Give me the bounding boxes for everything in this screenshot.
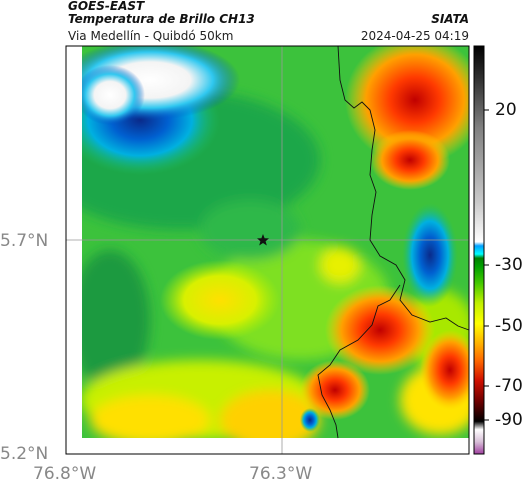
map-frame xyxy=(65,45,470,455)
timestamp-label: 2024-04-25 04:19 xyxy=(360,29,469,43)
colorbar-tick-label: -70 xyxy=(495,376,523,396)
border-line xyxy=(337,45,470,331)
satellite-title: GOES-EAST xyxy=(68,0,145,13)
colorbar-tick-label: 20 xyxy=(495,100,517,120)
lon-label-right: 76.3°W xyxy=(249,464,313,484)
colorbar-tick-label: -90 xyxy=(495,410,523,430)
route-subtitle: Via Medellín - Quibdó 50km xyxy=(68,29,234,43)
organization-label: SIATA xyxy=(431,12,469,26)
star-marker xyxy=(257,234,269,246)
colorbar xyxy=(473,45,485,455)
lon-label-left: 76.8°W xyxy=(33,464,97,484)
lat-label-top: 5.7°N xyxy=(0,231,49,251)
brightness-temperature-field xyxy=(82,46,469,438)
colorbar-tick-label: -50 xyxy=(495,316,523,336)
colorbar-tick-label: -30 xyxy=(495,255,523,275)
variable-title: Temperatura de Brillo CH13 xyxy=(68,12,255,26)
lat-label-bottom: 5.2°N xyxy=(0,444,49,464)
department-line xyxy=(317,284,401,439)
colorbar-ticks xyxy=(484,109,489,421)
